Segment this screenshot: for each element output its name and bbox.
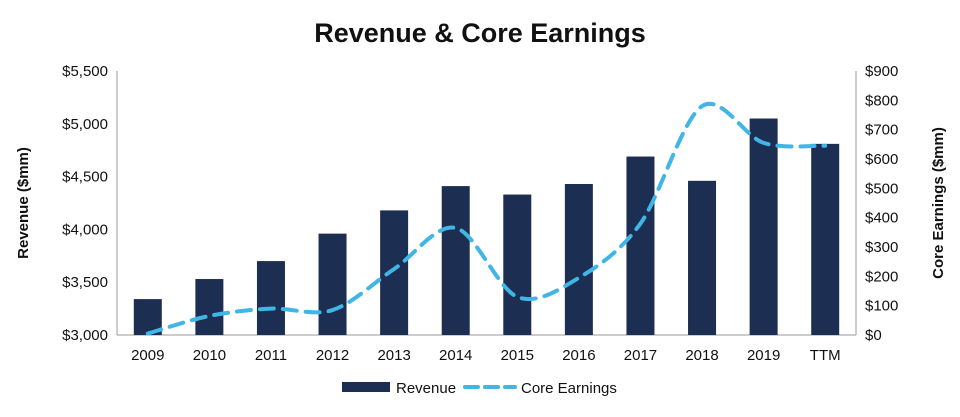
x-tick-label: 2012: [316, 347, 349, 364]
left-y-tick-label: $5,000: [62, 116, 108, 133]
left-y-tick-label: $3,000: [62, 327, 108, 344]
x-tick-label: 2016: [562, 347, 595, 364]
revenue-bars: [133, 118, 840, 336]
right-y-tick-label: $400: [865, 210, 898, 227]
revenue-bar: [256, 261, 285, 335]
revenue-bar: [749, 118, 778, 336]
x-tick-label: 2019: [747, 347, 780, 364]
left-y-tick-label: $3,500: [62, 274, 108, 291]
legend: Revenue Core Earnings: [342, 380, 617, 397]
revenue-bar: [380, 210, 409, 335]
x-tick-label: 2013: [377, 347, 410, 364]
x-tick-label: 2015: [501, 347, 534, 364]
right-y-axis-title: Core Earnings ($mm): [930, 127, 947, 279]
axes: [116, 71, 857, 336]
legend-revenue-label: Revenue: [396, 380, 456, 397]
x-tick-label: 2014: [439, 347, 472, 364]
x-tick-label: 2009: [131, 347, 164, 364]
legend-revenue-swatch: [342, 382, 390, 392]
revenue-bar: [441, 186, 470, 335]
right-y-tick-label: $500: [865, 180, 898, 197]
revenue-bar: [688, 180, 717, 335]
left-y-axis-title: Revenue ($mm): [15, 147, 32, 259]
left-y-tick-label: $4,500: [62, 169, 108, 186]
x-tick-label: 2010: [193, 347, 226, 364]
right-y-tick-labels: $0 $100 $200 $300 $400 $500 $600 $700 $800 $900: [865, 63, 898, 344]
x-tick-labels: 2009 2010 2011 2012 2013 2014 2015 2016 2017 2018…: [131, 347, 841, 364]
revenue-bar: [195, 279, 224, 335]
x-tick-label: 2011: [255, 347, 287, 364]
x-tick-label: 2018: [685, 347, 718, 364]
x-tick-label: TTM: [810, 347, 841, 364]
right-y-tick-label: $700: [865, 122, 898, 139]
legend-core-earnings-label: Core Earnings: [521, 380, 617, 397]
chart-title: Revenue & Core Earnings: [314, 18, 646, 48]
right-y-tick-label: $100: [865, 298, 898, 315]
x-tick-label: 2017: [624, 347, 657, 364]
revenue-bar: [811, 143, 840, 335]
revenue-bar: [503, 194, 532, 335]
left-y-tick-label: $4,000: [62, 221, 108, 238]
revenue-bar: [564, 183, 593, 335]
left-y-tick-label: $5,500: [62, 63, 108, 80]
revenue-bar: [318, 233, 347, 335]
core-earnings-line-layer: [145, 101, 828, 336]
revenue-bar: [626, 156, 655, 335]
left-y-tick-labels: $3,000 $3,500 $4,000 $4,500 $5,000 $5,500: [62, 63, 108, 344]
right-y-tick-label: $200: [865, 268, 898, 285]
right-y-tick-label: $900: [865, 63, 898, 80]
right-y-tick-label: $600: [865, 151, 898, 168]
right-y-tick-label: $800: [865, 92, 898, 109]
core-earnings-line: [145, 101, 828, 336]
right-y-tick-label: $300: [865, 239, 898, 256]
right-y-tick-label: $0: [865, 327, 882, 344]
